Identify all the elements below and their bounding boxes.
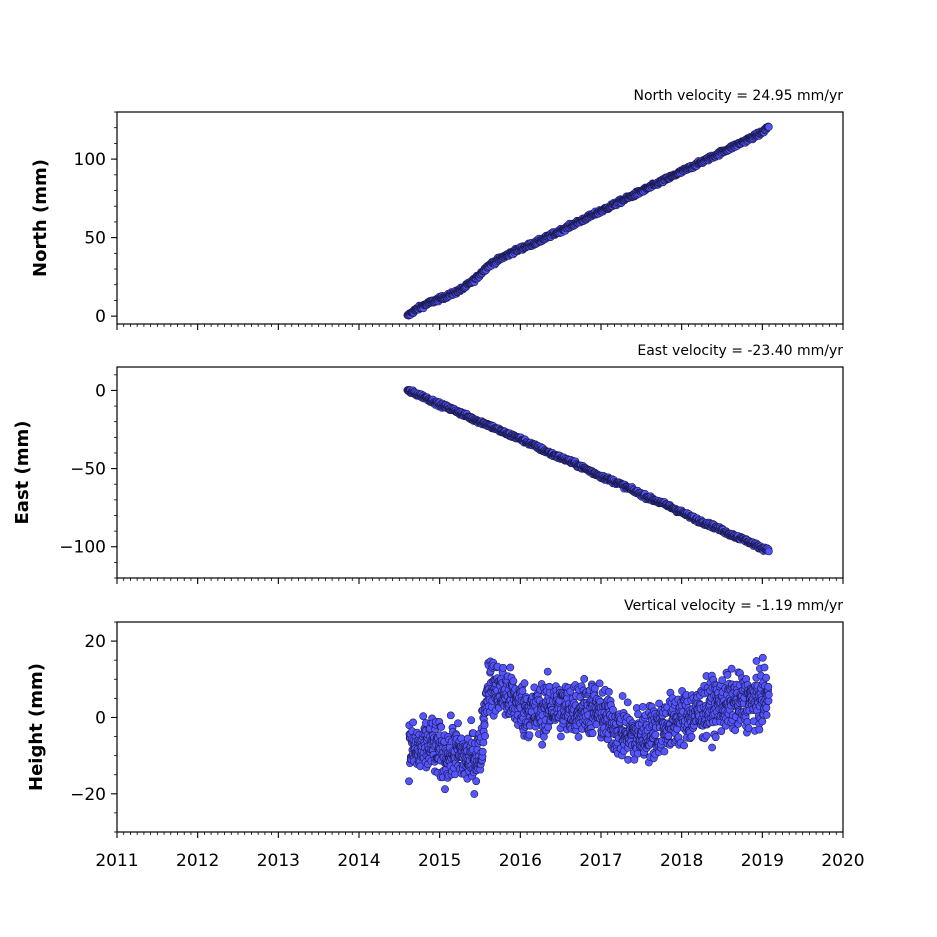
data-point (762, 711, 771, 719)
data-point (590, 684, 599, 693)
data-point (609, 705, 617, 714)
y-tick-label: −100 (59, 538, 106, 558)
data-point (441, 785, 449, 794)
data-point (680, 741, 688, 750)
data-point (717, 727, 726, 736)
data-point (758, 653, 767, 662)
data-point (762, 704, 771, 712)
data-point (764, 682, 773, 691)
panel-title: East velocity = -23.40 mm/yr (637, 343, 843, 359)
x-tick-label: 2016 (499, 851, 542, 871)
data-point (472, 777, 481, 786)
data-point (727, 664, 736, 673)
data-point (664, 731, 673, 740)
x-tick-label: 2013 (257, 851, 300, 871)
y-tick-label: 0 (95, 307, 106, 327)
data-point (478, 747, 487, 756)
data-point (651, 730, 660, 739)
plot-frame (116, 366, 844, 579)
data-point (557, 732, 565, 741)
east-panel: 0 −50 −100 East velocity = -23.40 mm/yr East… (12, 343, 844, 584)
y-tick-label: 0 (95, 708, 106, 728)
data-point (595, 679, 604, 688)
x-tick-label: 2019 (741, 851, 784, 871)
data-point (762, 673, 770, 682)
data-point (518, 687, 527, 695)
data-point (687, 732, 696, 741)
data-point (525, 731, 534, 739)
data-point (634, 710, 642, 719)
y-tick-label: 100 (74, 150, 106, 170)
data-point (755, 725, 764, 734)
data-point (419, 712, 428, 721)
height-panel: 20 0 −20 2011 2012 2013 2014 2015 2016 2017 2018 20… (26, 598, 865, 871)
data-point (506, 663, 515, 672)
y-tick-label: −20 (70, 785, 106, 805)
data-point (409, 718, 417, 727)
data-point (660, 747, 669, 756)
x-tick-label: 2012 (176, 851, 219, 871)
data-point (718, 676, 727, 684)
data-point (480, 721, 489, 730)
data-point (758, 717, 767, 726)
data-point (711, 733, 720, 742)
y-tick-label: 0 (95, 381, 106, 401)
north-panel: 0 50 100 North velocity = 24.95 mm/yr North … (30, 88, 844, 330)
data-point (623, 698, 632, 707)
data-point (633, 749, 642, 758)
panel-title: Vertical velocity = -1.19 mm/yr (624, 598, 843, 614)
y-axis-label: East (mm) (12, 421, 33, 525)
data-point (752, 657, 761, 665)
data-point (588, 729, 597, 738)
data-point (520, 679, 529, 688)
data-point (731, 726, 740, 735)
data-point (764, 547, 773, 556)
data-points (403, 386, 773, 556)
data-point (764, 690, 773, 699)
y-tick-label: 50 (84, 229, 106, 249)
data-point (405, 777, 413, 786)
data-point (723, 671, 732, 679)
x-tick-label: 2015 (418, 851, 461, 871)
data-point (618, 692, 627, 700)
data-point (708, 743, 716, 752)
data-point (470, 790, 479, 798)
data-point (467, 716, 476, 725)
data-point (638, 703, 647, 711)
data-point (605, 688, 613, 696)
x-tick-label: 2017 (579, 851, 622, 871)
data-point (702, 731, 711, 740)
x-tick-label: 2011 (95, 851, 138, 871)
data-point (543, 667, 552, 676)
y-axis-label: North (mm) (30, 159, 51, 277)
x-tick-label: 2018 (660, 851, 703, 871)
y-tick-label: −50 (70, 460, 106, 480)
x-tick-label: 2014 (337, 851, 380, 871)
data-points (403, 122, 773, 320)
data-points (405, 653, 773, 798)
data-point (764, 123, 773, 131)
data-point (538, 740, 547, 749)
data-point (760, 663, 769, 672)
data-point (580, 675, 589, 683)
y-axis-label: Height (mm) (26, 663, 47, 791)
x-tick-label: 2020 (821, 851, 864, 871)
data-point (509, 677, 518, 685)
data-point (574, 733, 583, 741)
data-point (479, 738, 488, 747)
panel-title: North velocity = 24.95 mm/yr (633, 88, 843, 104)
data-point (454, 719, 462, 728)
data-point (481, 732, 489, 740)
data-point (450, 770, 459, 779)
y-tick-label: 20 (84, 632, 106, 652)
data-point (437, 723, 446, 731)
data-point (630, 755, 639, 764)
data-point (499, 663, 507, 672)
data-point (446, 711, 455, 720)
